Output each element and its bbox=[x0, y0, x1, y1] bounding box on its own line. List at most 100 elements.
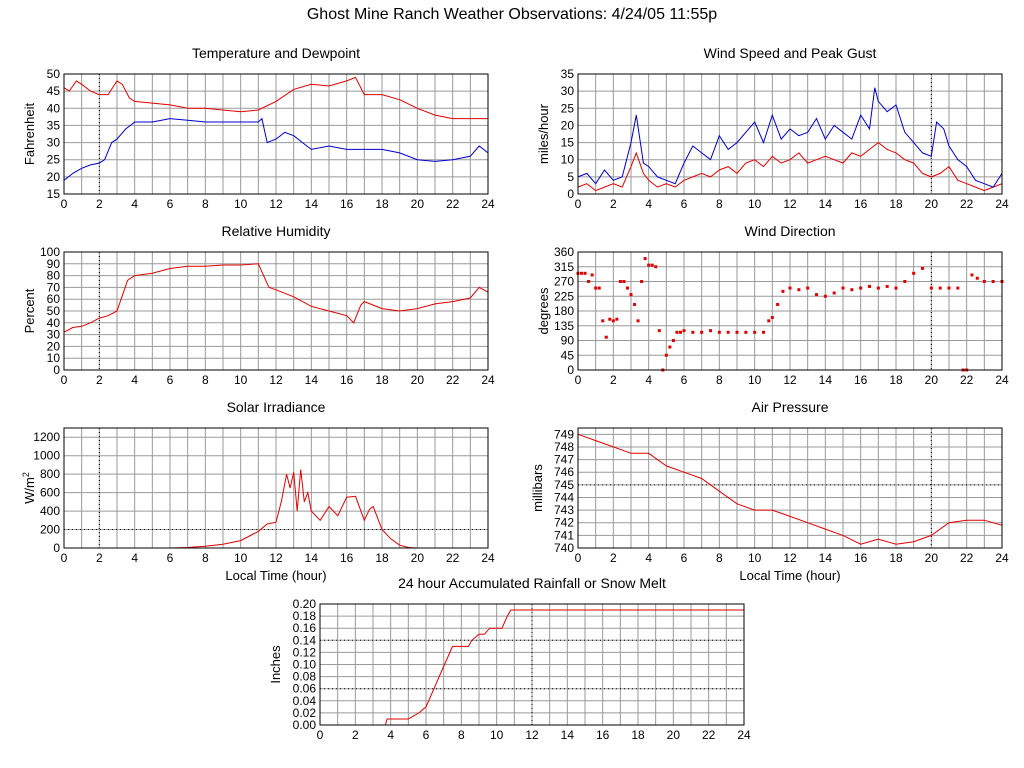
page-title: Ghost Mine Ranch Weather Observations: 4… bbox=[306, 6, 718, 23]
wind-direction-x-tick-label: 12 bbox=[783, 373, 797, 387]
wind-direction-point bbox=[594, 286, 598, 290]
rainfall-x-tick-label: 6 bbox=[423, 728, 430, 742]
wind-direction-x-tick-label: 24 bbox=[995, 373, 1009, 387]
wind-direction-point bbox=[587, 280, 591, 283]
wind-direction-point bbox=[770, 316, 774, 320]
humidity-y-axis-label: Percent bbox=[22, 288, 37, 333]
wind-direction-point bbox=[625, 286, 629, 290]
pressure-y-tick-label: 743 bbox=[554, 503, 574, 517]
solar-y-tick-label: 1200 bbox=[33, 430, 60, 444]
wind-direction-point bbox=[975, 276, 979, 280]
temperature-series-line-1 bbox=[63, 76, 488, 120]
wind-direction-y-tick-label: 225 bbox=[554, 289, 574, 303]
temperature-x-tick-label: 14 bbox=[305, 197, 319, 211]
wind-speed-x-tick-label: 14 bbox=[819, 197, 833, 211]
solar-x-tick-label: 14 bbox=[305, 551, 319, 565]
humidity-x-tick-label: 12 bbox=[269, 373, 283, 387]
wind-direction-point bbox=[664, 353, 668, 357]
temperature-x-tick-label: 10 bbox=[234, 197, 248, 211]
temperature-x-tick-label: 18 bbox=[375, 197, 389, 211]
wind-direction-point bbox=[668, 345, 672, 349]
wind-speed-chart: 0 2 4 6 8 10 12 14 16 18 20 22 2405101520253035Wind … bbox=[536, 45, 1009, 211]
humidity-chart: 0 2 4 6 8 10 12 14 16 18 20 22 240102030405060708090… bbox=[22, 223, 495, 387]
wind-direction-point bbox=[982, 280, 986, 283]
temperature-chart: 0 2 4 6 8 10 12 14 16 18 20 22 241520253035404550Tem… bbox=[22, 45, 495, 211]
wind-direction-chart: 0 2 4 6 8 10 12 14 16 18 20 22 240459013518022527031… bbox=[536, 223, 1009, 387]
wind-direction-point bbox=[753, 330, 757, 334]
pressure-y-tick-label: 747 bbox=[554, 453, 574, 467]
wind-direction-point bbox=[762, 330, 765, 334]
humidity-y-tick-label: 20 bbox=[47, 339, 61, 353]
temperature-y-tick-label: 40 bbox=[47, 101, 61, 115]
wind-speed-series-line-1 bbox=[577, 141, 1003, 192]
wind-direction-point bbox=[921, 266, 924, 270]
pressure-x-tick-label: 18 bbox=[889, 551, 903, 565]
wind-speed-x-tick-label: 18 bbox=[889, 197, 903, 211]
temperature-x-tick-label: 0 bbox=[61, 197, 68, 211]
temperature-y-tick-label: 25 bbox=[47, 153, 61, 167]
rainfall-y-tick-label: 0.16 bbox=[293, 621, 317, 635]
temperature-y-tick-label: 30 bbox=[47, 136, 61, 150]
wind-speed-x-tick-label: 8 bbox=[716, 197, 723, 211]
humidity-x-tick-label: 20 bbox=[411, 373, 425, 387]
wind-speed-series-line-2 bbox=[577, 87, 1003, 188]
solar-frame bbox=[63, 427, 489, 549]
wind-direction-point bbox=[876, 286, 880, 290]
pressure-chart: 0 2 4 6 8 10 12 14 16 18 20 22 247407417427437447457… bbox=[530, 399, 1009, 583]
wind-direction-point bbox=[675, 330, 679, 334]
solar-y-tick-label: 1000 bbox=[33, 449, 60, 463]
rainfall-x-tick-label: 4 bbox=[387, 728, 394, 742]
wind-direction-point bbox=[622, 280, 626, 283]
solar-y-tick-label: 600 bbox=[40, 486, 60, 500]
wind-direction-point bbox=[781, 289, 785, 293]
humidity-x-tick-label: 10 bbox=[234, 373, 248, 387]
pressure-series-line-1 bbox=[577, 433, 1003, 545]
temperature-x-tick-label: 12 bbox=[269, 197, 283, 211]
wind-direction-point bbox=[647, 263, 651, 267]
rainfall-y-tick-label: 0.06 bbox=[293, 682, 317, 696]
wind-direction-point bbox=[608, 317, 612, 321]
wind-direction-point bbox=[868, 284, 871, 288]
humidity-frame bbox=[63, 251, 489, 371]
wind-direction-point bbox=[929, 286, 933, 290]
wind-speed-y-axis-label: miles/hour bbox=[536, 103, 551, 164]
wind-speed-x-tick-label: 12 bbox=[783, 197, 797, 211]
wind-direction-x-tick-label: 0 bbox=[575, 373, 582, 387]
rainfall-x-tick-label: 12 bbox=[525, 728, 539, 742]
wind-direction-x-tick-label: 10 bbox=[748, 373, 762, 387]
wind-direction-x-tick-label: 20 bbox=[925, 373, 939, 387]
temperature-title: Temperature and Dewpoint bbox=[192, 45, 360, 61]
humidity-y-tick-label: 100 bbox=[40, 245, 60, 259]
humidity-y-tick-label: 10 bbox=[47, 351, 61, 365]
solar-x-tick-label: 20 bbox=[411, 551, 425, 565]
wind-direction-point bbox=[806, 286, 810, 290]
wind-direction-x-tick-label: 4 bbox=[645, 373, 652, 387]
wind-direction-point bbox=[912, 271, 916, 275]
rainfall-frame bbox=[319, 603, 745, 726]
solar-series-line-1 bbox=[64, 469, 488, 549]
pressure-x-tick-label: 8 bbox=[716, 551, 723, 565]
wind-direction-x-tick-label: 8 bbox=[716, 373, 723, 387]
humidity-x-tick-label: 14 bbox=[305, 373, 319, 387]
temperature-x-tick-label: 8 bbox=[202, 197, 209, 211]
wind-direction-y-tick-label: 270 bbox=[554, 275, 574, 289]
pressure-x-tick-label: 10 bbox=[748, 551, 762, 565]
solar-y-tick-label: 400 bbox=[40, 504, 60, 518]
temperature-y-tick-label: 20 bbox=[47, 170, 61, 184]
pressure-y-axis-label: millibars bbox=[530, 464, 545, 512]
solar-y-tick-label: 200 bbox=[40, 523, 60, 537]
pressure-x-tick-label: 4 bbox=[645, 551, 652, 565]
rainfall-y-tick-label: 0.08 bbox=[293, 670, 317, 684]
temperature-x-tick-label: 16 bbox=[340, 197, 354, 211]
pressure-frame bbox=[577, 427, 1003, 549]
wind-direction-point bbox=[636, 319, 640, 323]
rainfall-x-tick-label: 18 bbox=[631, 728, 645, 742]
wind-direction-point bbox=[643, 257, 647, 261]
humidity-x-tick-label: 4 bbox=[131, 373, 138, 387]
humidity-y-tick-label: 80 bbox=[47, 269, 61, 283]
rainfall-y-tick-label: 0.10 bbox=[293, 658, 317, 672]
rainfall-title: 24 hour Accumulated Rainfall or Snow Mel… bbox=[398, 575, 666, 591]
solar-x-axis-label: Local Time (hour) bbox=[225, 568, 326, 583]
wind-speed-y-tick-label: 30 bbox=[561, 84, 575, 98]
